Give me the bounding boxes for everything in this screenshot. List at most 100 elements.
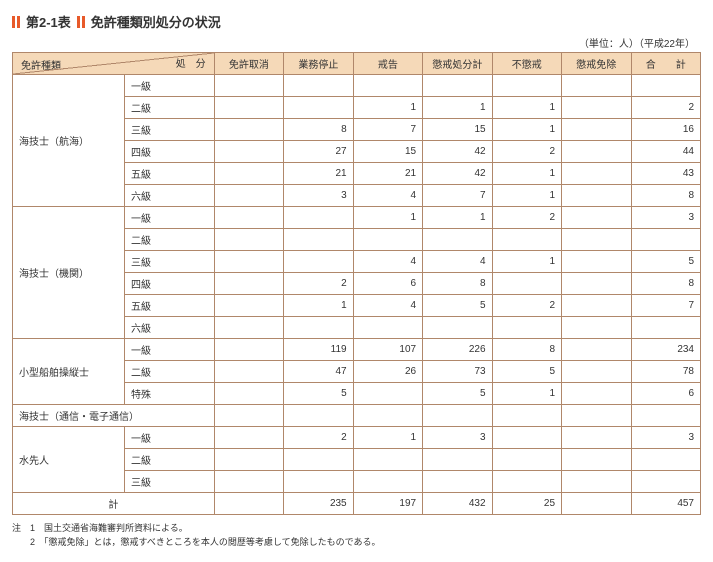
data-cell (284, 251, 353, 273)
data-cell (423, 229, 492, 251)
data-cell (284, 229, 353, 251)
data-cell: 42 (423, 163, 492, 185)
data-cell (284, 405, 353, 427)
level-cell: 一級 (125, 339, 215, 361)
data-cell (492, 405, 561, 427)
col-header: 免許取消 (214, 53, 283, 75)
table-row: 水先人一級2133 (13, 427, 701, 449)
footnotes: 注 1 国土交通省海難審判所資料による。 2 「懲戒免除」とは，懲戒すべきところ… (12, 521, 701, 550)
data-cell: 21 (353, 163, 422, 185)
data-cell (353, 229, 422, 251)
category-cell: 水先人 (13, 427, 125, 493)
data-cell: 43 (631, 163, 701, 185)
data-cell: 2 (492, 207, 561, 229)
note: 注 1 国土交通省海難審判所資料による。 (12, 521, 701, 535)
col-header: 業務停止 (284, 53, 353, 75)
data-cell: 5 (284, 383, 353, 405)
data-cell (284, 207, 353, 229)
data-cell (353, 449, 422, 471)
level-cell: 三級 (125, 251, 215, 273)
data-cell (631, 405, 701, 427)
accent-bars (12, 16, 20, 28)
data-cell: 44 (631, 141, 701, 163)
data-cell: 2 (284, 273, 353, 295)
data-cell: 5 (631, 251, 701, 273)
data-cell: 15 (353, 141, 422, 163)
data-cell: 8 (423, 273, 492, 295)
data-cell (353, 75, 422, 97)
accent-bars (77, 16, 85, 28)
data-cell (214, 119, 283, 141)
data-cell (214, 75, 283, 97)
data-cell (214, 383, 283, 405)
data-cell (562, 383, 631, 405)
diagonal-header: 処 分 免許種類 (13, 53, 215, 75)
category-cell: 海技士（機関） (13, 207, 125, 339)
data-cell: 4 (353, 251, 422, 273)
level-cell: 二級 (125, 361, 215, 383)
data-cell: 4 (423, 251, 492, 273)
category-cell: 小型船舶操縦士 (13, 339, 125, 405)
data-cell (423, 449, 492, 471)
data-cell (214, 449, 283, 471)
data-cell (631, 75, 701, 97)
note: 2 「懲戒免除」とは，懲戒すべきところを本人の閲歴等考慮して免除したものである。 (12, 535, 701, 549)
data-cell (562, 163, 631, 185)
total-row: 計23519743225457 (13, 493, 701, 515)
data-cell (353, 317, 422, 339)
data-cell (492, 317, 561, 339)
category-cell: 海技士（航海） (13, 75, 125, 207)
level-cell: 六級 (125, 317, 215, 339)
data-cell: 1 (492, 251, 561, 273)
total-label: 計 (13, 493, 215, 515)
data-cell: 6 (353, 273, 422, 295)
data-cell (214, 427, 283, 449)
data-cell: 2 (284, 427, 353, 449)
data-cell: 27 (284, 141, 353, 163)
data-cell (214, 163, 283, 185)
data-cell: 2 (631, 97, 701, 119)
data-cell: 8 (631, 185, 701, 207)
data-cell (492, 229, 561, 251)
data-cell: 8 (492, 339, 561, 361)
level-cell: 二級 (125, 229, 215, 251)
level-cell: 四級 (125, 273, 215, 295)
col-header: 戒告 (353, 53, 422, 75)
data-cell (562, 141, 631, 163)
data-cell: 6 (631, 383, 701, 405)
data-cell (214, 141, 283, 163)
data-cell (214, 361, 283, 383)
data-cell: 3 (631, 427, 701, 449)
data-cell (562, 427, 631, 449)
data-cell: 1 (492, 163, 561, 185)
data-cell: 1 (492, 97, 561, 119)
data-cell (562, 295, 631, 317)
data-cell: 1 (423, 97, 492, 119)
data-cell (562, 339, 631, 361)
data-cell (562, 119, 631, 141)
data-cell: 47 (284, 361, 353, 383)
data-cell: 234 (631, 339, 701, 361)
level-cell: 二級 (125, 97, 215, 119)
unit-label: （単位：人）（平成22年） (12, 35, 701, 50)
data-cell (214, 295, 283, 317)
data-cell (284, 97, 353, 119)
data-cell (562, 75, 631, 97)
data-cell: 3 (423, 427, 492, 449)
data-cell (214, 339, 283, 361)
data-cell (284, 75, 353, 97)
data-cell (562, 207, 631, 229)
data-cell: 2 (492, 295, 561, 317)
level-cell: 三級 (125, 471, 215, 493)
data-cell: 1 (492, 185, 561, 207)
data-cell: 1 (284, 295, 353, 317)
data-cell: 78 (631, 361, 701, 383)
data-cell (214, 405, 283, 427)
table-number: 第2-1表 (26, 12, 71, 31)
data-cell (284, 471, 353, 493)
data-cell: 1 (423, 207, 492, 229)
data-cell (214, 471, 283, 493)
data-cell (562, 229, 631, 251)
data-cell (284, 449, 353, 471)
table-title: 免許種類別処分の状況 (91, 12, 221, 31)
